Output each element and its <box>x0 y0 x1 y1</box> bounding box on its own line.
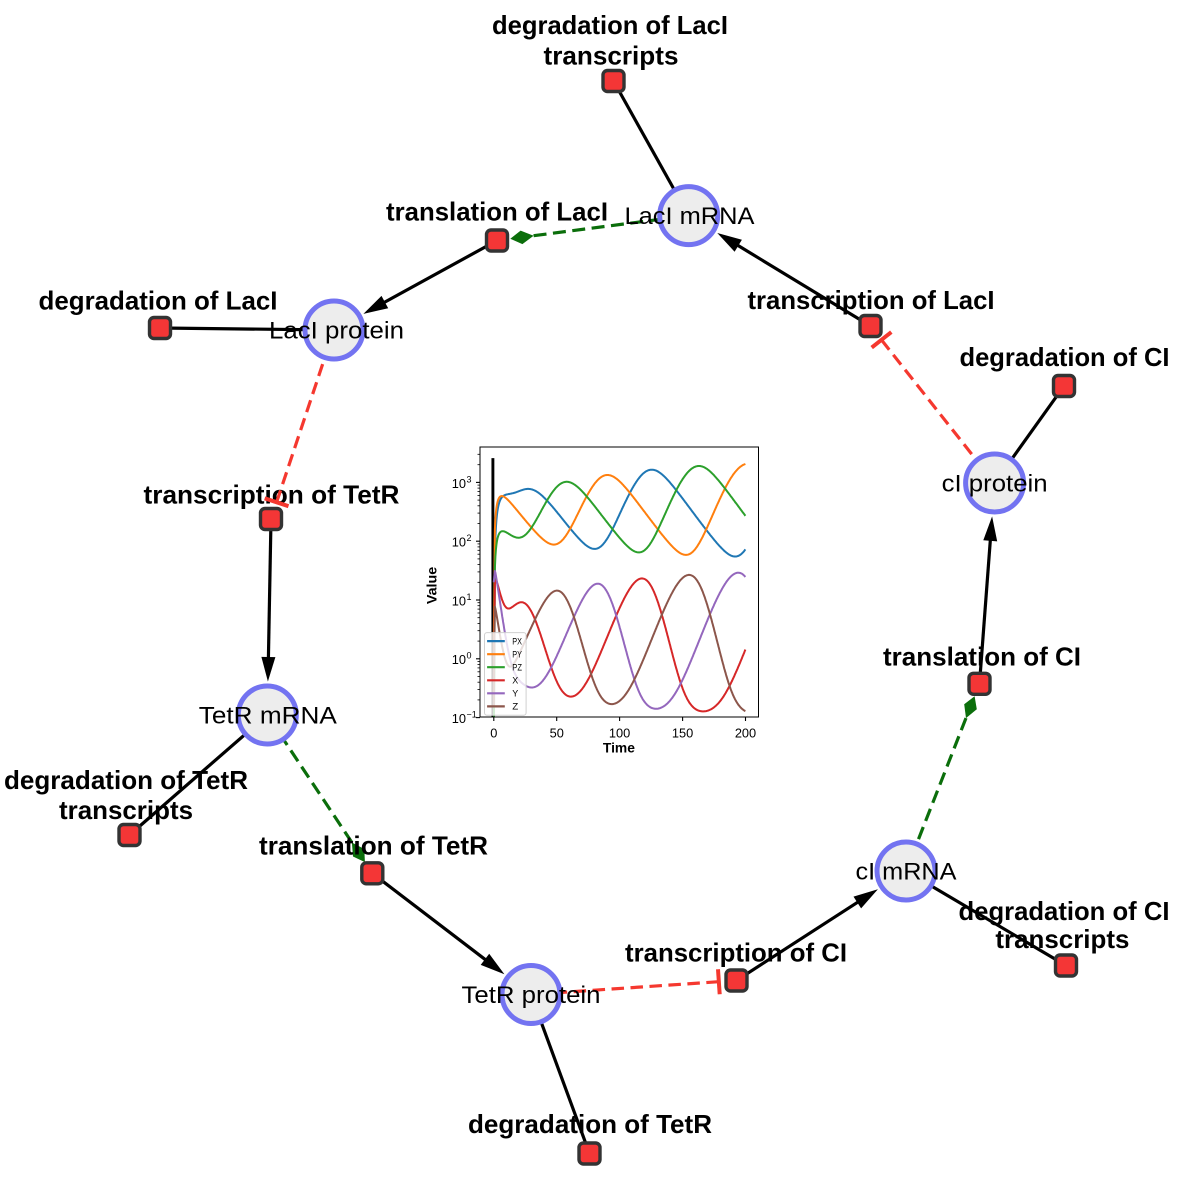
svg-text:2: 2 <box>467 533 472 543</box>
svg-text:0: 0 <box>490 725 497 740</box>
svg-text:degradation of CI: degradation of CI <box>960 342 1170 372</box>
svg-text:transcripts: transcripts <box>544 40 679 70</box>
svg-text:10: 10 <box>452 711 466 726</box>
svg-text:50: 50 <box>550 725 564 740</box>
svg-text:degradation of LacI: degradation of LacI <box>492 10 728 40</box>
svg-text:10: 10 <box>452 593 466 608</box>
svg-text:100: 100 <box>609 725 630 740</box>
svg-text:translation of TetR: translation of TetR <box>259 831 488 861</box>
svg-text:translation of LacI: translation of LacI <box>386 197 608 227</box>
svg-text:degradation of LacI: degradation of LacI <box>39 286 278 316</box>
svg-text:LacI protein: LacI protein <box>269 318 404 345</box>
svg-text:transcription of CI: transcription of CI <box>625 938 847 968</box>
svg-text:transcription of LacI: transcription of LacI <box>748 285 995 315</box>
svg-text:1: 1 <box>467 592 472 602</box>
svg-text:PZ: PZ <box>512 663 522 673</box>
svg-text:TetR mRNA: TetR mRNA <box>199 703 337 730</box>
svg-text:PY: PY <box>512 650 522 660</box>
svg-text:cI mRNA: cI mRNA <box>856 859 957 886</box>
svg-text:TetR protein: TetR protein <box>462 982 601 1009</box>
svg-text:200: 200 <box>735 725 756 740</box>
svg-text:Time: Time <box>603 741 635 756</box>
svg-text:cI protein: cI protein <box>942 471 1048 498</box>
svg-text:PX: PX <box>512 636 522 646</box>
svg-text:transcription of TetR: transcription of TetR <box>144 480 400 510</box>
svg-text:Z: Z <box>512 702 518 712</box>
svg-text:10: 10 <box>452 652 466 667</box>
svg-text:LacI mRNA: LacI mRNA <box>625 203 755 230</box>
svg-text:0: 0 <box>467 651 472 661</box>
svg-text:degradation of TetR: degradation of TetR <box>4 765 248 795</box>
svg-text:X: X <box>512 676 518 686</box>
svg-text:150: 150 <box>672 725 693 740</box>
svg-text:Y: Y <box>512 689 518 699</box>
svg-text:transcripts: transcripts <box>59 795 193 825</box>
svg-text:degradation of TetR: degradation of TetR <box>468 1109 712 1139</box>
svg-text:Value: Value <box>425 566 440 604</box>
svg-text:transcripts: transcripts <box>995 924 1129 954</box>
svg-text:10: 10 <box>452 476 466 491</box>
svg-text:−1: −1 <box>467 710 477 720</box>
svg-text:3: 3 <box>467 474 472 484</box>
svg-text:10: 10 <box>452 535 466 550</box>
